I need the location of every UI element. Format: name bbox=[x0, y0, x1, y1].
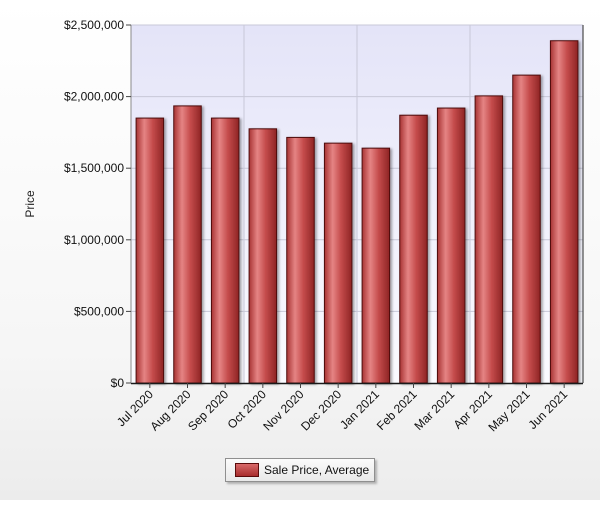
bar bbox=[474, 95, 504, 384]
bars bbox=[135, 40, 579, 384]
bar bbox=[135, 117, 165, 384]
y-tick-label: $0 bbox=[111, 376, 125, 390]
bar bbox=[436, 107, 466, 384]
bar bbox=[399, 114, 428, 384]
bar bbox=[361, 147, 391, 384]
legend-swatch bbox=[235, 463, 259, 477]
x-tick-label: Dec 2020 bbox=[298, 387, 344, 433]
legend-label: Sale Price, Average bbox=[264, 463, 370, 477]
y-axis-title: Price bbox=[23, 190, 37, 218]
y-tick-label: $1,000,000 bbox=[64, 233, 124, 247]
y-tick-label: $2,000,000 bbox=[64, 90, 124, 104]
grid-lines bbox=[131, 24, 583, 383]
bar bbox=[549, 40, 579, 384]
x-tick-label: May 2021 bbox=[485, 387, 532, 434]
bar bbox=[323, 142, 353, 384]
x-tick-label: Jun 2021 bbox=[525, 387, 570, 432]
y-tick-label: $2,500,000 bbox=[64, 18, 124, 32]
bar bbox=[512, 74, 541, 384]
bar bbox=[210, 117, 240, 384]
x-tick-label: Sep 2020 bbox=[185, 387, 231, 433]
x-tick-label: Mar 2021 bbox=[412, 387, 458, 433]
bar bbox=[248, 128, 278, 384]
y-tick-label: $1,500,000 bbox=[64, 161, 124, 175]
x-tick-label: Feb 2021 bbox=[374, 387, 420, 433]
legend: Sale Price, Average bbox=[225, 458, 375, 482]
y-axis-ticks: $0 $500,000 $1,000,000 $1,500,000 $2,000,000… bbox=[64, 18, 131, 390]
bar bbox=[286, 136, 315, 384]
y-tick-label: $500,000 bbox=[74, 304, 124, 318]
bar bbox=[173, 105, 202, 384]
